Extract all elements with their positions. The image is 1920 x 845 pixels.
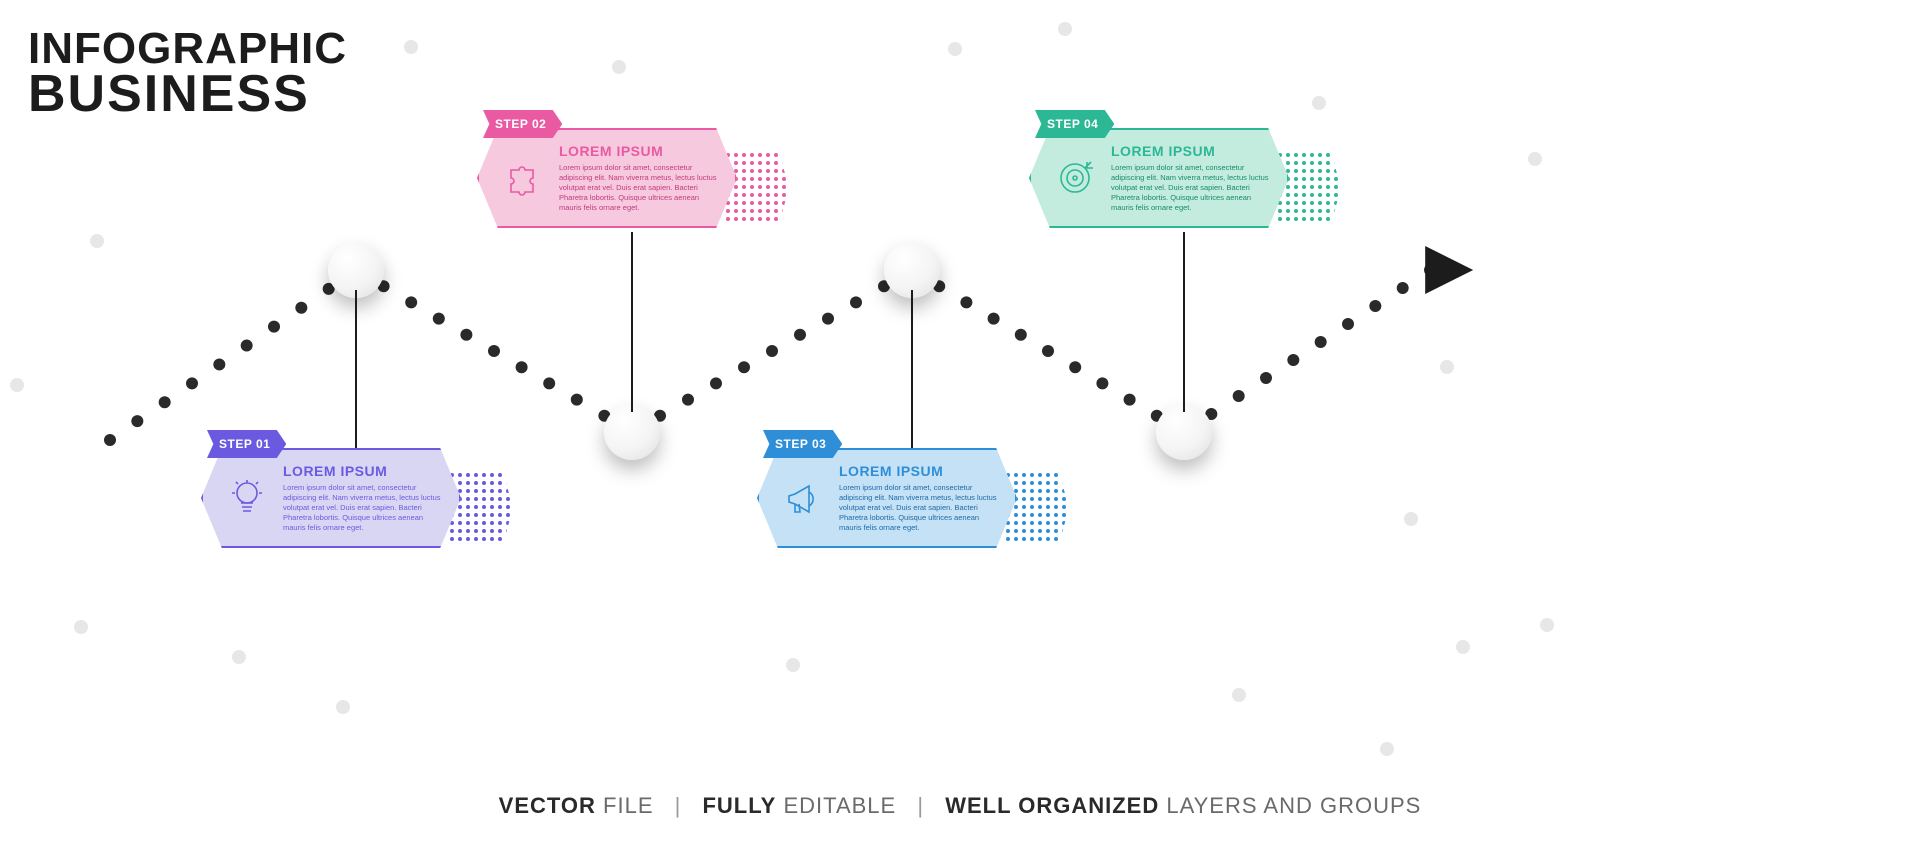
step-hex-2: LOREM IPSUM Lorem ipsum dolor sit amet, … [477,128,737,228]
bg-dot [336,700,350,714]
path-node-2 [604,404,660,460]
bg-dot [232,650,246,664]
bg-dot [1440,360,1454,374]
step-heading-3: LOREM IPSUM [839,463,999,479]
footer-sep-2: | [903,793,938,818]
step-card-2: STEP 02 LOREM IPSUM Lorem ipsum dolor si… [477,128,787,228]
path-node-4 [1156,404,1212,460]
footer-part-2-bold: FULLY [702,793,776,818]
megaphone-icon [781,476,825,520]
footer-part-1-light: FILE [603,793,653,818]
footer-part-3-bold: WELL ORGANIZED [945,793,1159,818]
step-card-1: STEP 01 LOREM IPSUM Lorem ipsum dolor si… [201,448,511,548]
step-hex-1: LOREM IPSUM Lorem ipsum dolor sit amet, … [201,448,461,548]
bg-dot [10,378,24,392]
footer-tagline: VECTOR FILE | FULLY EDITABLE | WELL ORGA… [0,793,1920,819]
footer-part-3-light: LAYERS AND GROUPS [1166,793,1421,818]
step-card-3: STEP 03 LOREM IPSUM Lorem ipsum dolor si… [757,448,1067,548]
bg-dot [404,40,418,54]
step-text-3: LOREM IPSUM Lorem ipsum dolor sit amet, … [839,463,999,534]
bg-dot [1232,688,1246,702]
bg-dot [1528,152,1542,166]
step-heading-1: LOREM IPSUM [283,463,443,479]
target-icon [1053,156,1097,200]
bg-dot [948,42,962,56]
bg-dot [1380,742,1394,756]
step-heading-2: LOREM IPSUM [559,143,719,159]
title-line-2: BUSINESS [28,70,347,119]
bg-dot [1404,512,1418,526]
bg-dot [1312,96,1326,110]
bg-dot [90,234,104,248]
footer-sep-1: | [661,793,696,818]
connector-step-4 [1183,232,1185,412]
zigzag-path [0,0,1920,845]
bg-dot [1058,22,1072,36]
page-title: INFOGRAPHIC BUSINESS [28,28,347,119]
title-line-1: INFOGRAPHIC [28,28,347,70]
bg-dot [74,620,88,634]
step-body-3: Lorem ipsum dolor sit amet, consectetur … [839,483,999,534]
step-text-2: LOREM IPSUM Lorem ipsum dolor sit amet, … [559,143,719,214]
bg-dot [1540,618,1554,632]
step-body-1: Lorem ipsum dolor sit amet, consectetur … [283,483,443,534]
step-body-2: Lorem ipsum dolor sit amet, consectetur … [559,163,719,214]
step-heading-4: LOREM IPSUM [1111,143,1271,159]
step-text-4: LOREM IPSUM Lorem ipsum dolor sit amet, … [1111,143,1271,214]
step-text-1: LOREM IPSUM Lorem ipsum dolor sit amet, … [283,463,443,534]
step-hex-4: LOREM IPSUM Lorem ipsum dolor sit amet, … [1029,128,1289,228]
puzzle-icon [501,156,545,200]
step-badge-1: STEP 01 [207,430,286,458]
lightbulb-icon [225,476,269,520]
step-card-4: STEP 04 LOREM IPSUM Lorem ipsum dolor si… [1029,128,1339,228]
step-body-4: Lorem ipsum dolor sit amet, consectetur … [1111,163,1271,214]
step-hex-3: LOREM IPSUM Lorem ipsum dolor sit amet, … [757,448,1017,548]
path-arrowhead-icon [1425,246,1473,294]
footer-part-2-light: EDITABLE [783,793,896,818]
step-badge-2: STEP 02 [483,110,562,138]
step-badge-3: STEP 03 [763,430,842,458]
bg-dot [786,658,800,672]
bg-dot [612,60,626,74]
footer-part-1-bold: VECTOR [499,793,596,818]
connector-step-2 [631,232,633,412]
step-badge-4: STEP 04 [1035,110,1114,138]
bg-dot [1456,640,1470,654]
infographic-stage: INFOGRAPHIC BUSINESS STEP 01 LOREM IPSUM… [0,0,1920,845]
